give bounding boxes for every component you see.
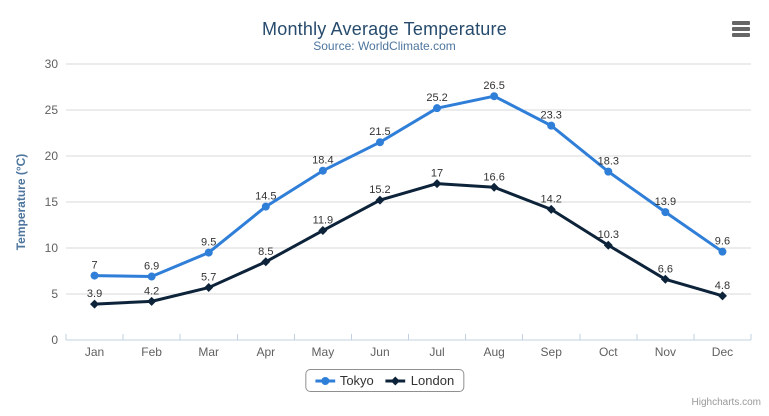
data-point-label: 14.2 (540, 193, 561, 205)
data-point-marker[interactable] (661, 208, 670, 217)
x-axis-label: Jun (370, 345, 389, 359)
y-axis-label: 30 (45, 57, 59, 71)
data-point-marker[interactable] (490, 92, 499, 101)
data-point-label: 17 (431, 168, 443, 180)
data-point-marker[interactable] (718, 247, 727, 256)
y-axis-title: Temperature (°C) (14, 154, 28, 251)
y-axis-label: 5 (51, 287, 58, 301)
data-point-label: 9.6 (715, 236, 730, 248)
y-axis-label: 10 (45, 241, 59, 255)
data-point-marker[interactable] (717, 291, 727, 301)
data-point-marker[interactable] (432, 179, 442, 189)
y-axis-label: 20 (45, 149, 59, 163)
x-axis-label: Oct (599, 345, 618, 359)
data-point-label: 25.2 (426, 92, 447, 104)
data-point-label: 15.2 (369, 184, 390, 196)
data-point-marker[interactable] (604, 167, 613, 176)
legend: Tokyo London (304, 369, 465, 392)
data-point-label: 9.5 (201, 237, 216, 249)
x-axis-label: Sep (541, 345, 563, 359)
data-point-label: 14.5 (255, 191, 276, 203)
data-point-marker[interactable] (660, 274, 670, 284)
x-axis-label: May (312, 345, 335, 359)
data-point-label: 4.2 (144, 285, 159, 297)
data-point-label: 11.9 (313, 215, 334, 227)
data-point-label: 4.8 (715, 280, 730, 292)
data-point-label: 23.3 (540, 110, 561, 122)
data-point-label: 6.9 (144, 261, 159, 273)
hamburger-menu-icon (732, 33, 750, 37)
legend-label-tokyo: Tokyo (339, 373, 374, 388)
data-point-label: 16.6 (483, 171, 504, 183)
legend-item-london[interactable]: London (385, 373, 455, 388)
x-axis-label: Jul (429, 345, 444, 359)
chart-subtitle: Source: WorldClimate.com (313, 39, 456, 53)
data-point-label: 5.7 (201, 272, 216, 284)
chart-title: Monthly Average Temperature (262, 19, 507, 39)
data-point-marker[interactable] (261, 257, 271, 267)
data-point-label: 3.9 (87, 288, 102, 300)
data-point-label: 13.9 (655, 196, 676, 208)
data-point-label: 26.5 (483, 80, 504, 92)
data-point-label: 10.3 (598, 229, 619, 241)
data-point-marker[interactable] (546, 204, 556, 214)
data-point-marker[interactable] (90, 299, 100, 309)
data-point-marker[interactable] (204, 248, 213, 257)
data-point-label: 7 (91, 260, 97, 272)
data-point-marker[interactable] (375, 138, 384, 147)
y-axis-label: 25 (45, 103, 59, 117)
data-point-marker[interactable] (489, 182, 499, 192)
hamburger-menu-icon (732, 27, 750, 31)
data-point-marker[interactable] (147, 272, 156, 281)
data-point-label: 21.5 (369, 126, 390, 138)
export-menu-button[interactable] (732, 21, 750, 37)
data-point-label: 6.6 (658, 263, 673, 275)
data-point-marker[interactable] (147, 296, 157, 306)
data-point-marker[interactable] (375, 195, 385, 205)
hamburger-menu-icon (732, 21, 750, 25)
data-point-label: 18.4 (312, 155, 333, 167)
y-axis-label: 15 (45, 195, 59, 209)
x-axis-label: Jan (85, 345, 104, 359)
x-axis-label: Feb (141, 345, 162, 359)
legend-label-london: London (410, 373, 455, 388)
x-axis-label: Mar (198, 345, 219, 359)
series-line-london (93, 182, 724, 306)
data-point-marker[interactable] (547, 121, 556, 130)
legend-item-tokyo[interactable]: Tokyo (314, 373, 374, 388)
london-series-marker-icon (385, 376, 406, 385)
x-axis-label: Nov (655, 345, 676, 359)
data-point-marker[interactable] (90, 271, 99, 280)
tokyo-series-marker-icon (314, 376, 335, 385)
x-axis-label: Apr (256, 345, 275, 359)
data-point-marker[interactable] (603, 240, 613, 250)
x-axis-label: Aug (483, 345, 504, 359)
data-point-marker[interactable] (433, 104, 442, 113)
data-point-marker[interactable] (261, 202, 270, 211)
data-point-marker[interactable] (318, 166, 327, 175)
credits-link[interactable]: Highcharts.com (691, 397, 761, 408)
data-point-label: 18.3 (598, 156, 619, 168)
data-point-marker[interactable] (204, 283, 214, 293)
data-point-marker[interactable] (318, 226, 328, 236)
data-point-label: 8.5 (258, 246, 273, 258)
y-axis-label: 0 (51, 333, 58, 347)
x-axis-label: Dec (712, 345, 733, 359)
series-line-tokyo (93, 94, 724, 279)
